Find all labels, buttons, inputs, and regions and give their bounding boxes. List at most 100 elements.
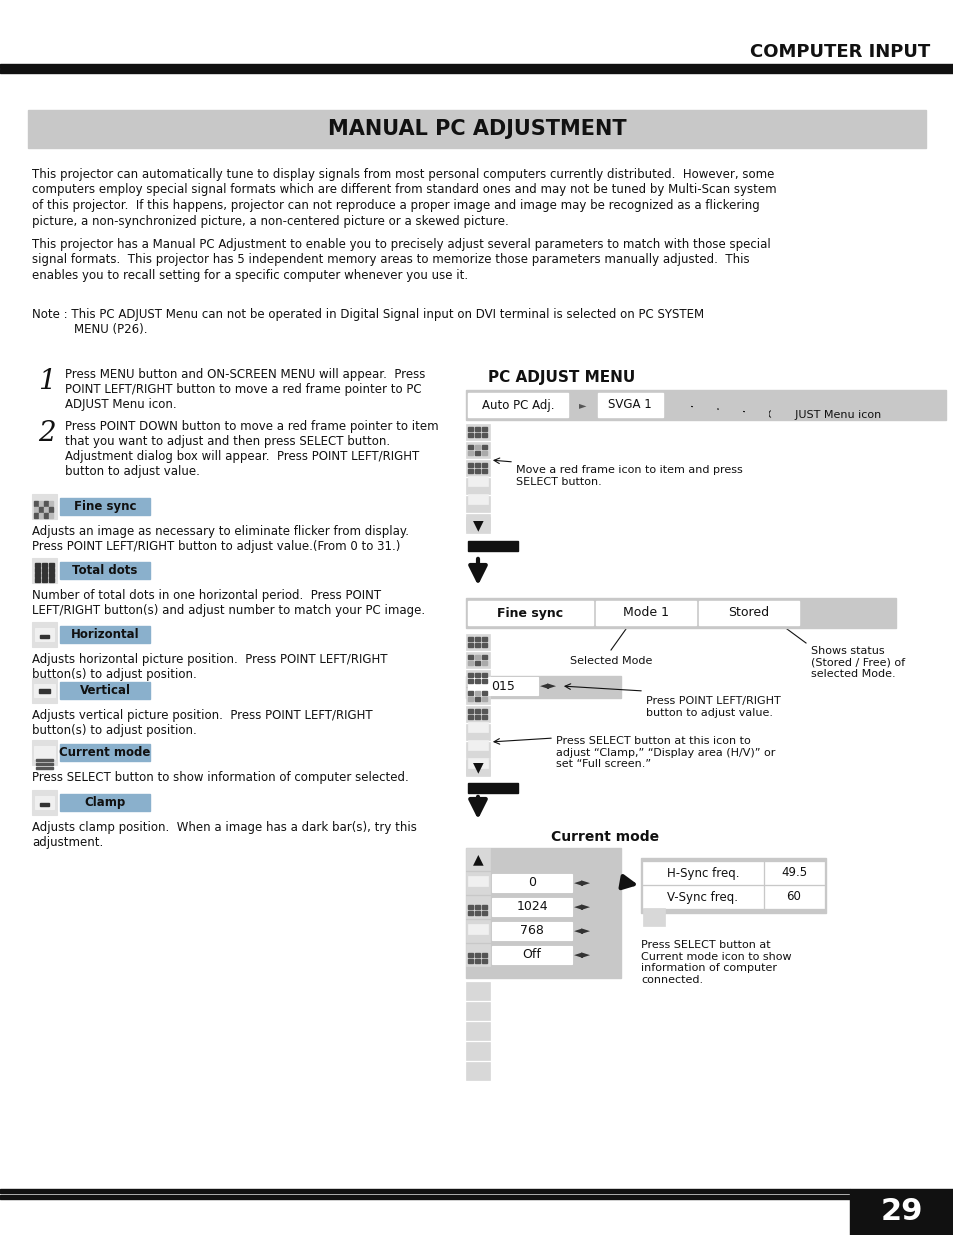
Bar xyxy=(475,679,479,683)
Bar xyxy=(642,908,664,926)
Text: button(s) to adjust position.: button(s) to adjust position. xyxy=(32,668,196,680)
Bar xyxy=(640,858,825,913)
Text: ◄►: ◄► xyxy=(539,680,557,692)
Bar xyxy=(60,626,150,643)
Bar xyxy=(468,445,473,450)
Text: 768: 768 xyxy=(519,925,543,937)
Text: POINT LEFT/RIGHT button to move a red frame pointer to PC: POINT LEFT/RIGHT button to move a red fr… xyxy=(65,383,421,396)
Text: ▼: ▼ xyxy=(472,517,483,532)
Bar xyxy=(465,496,490,513)
Bar xyxy=(465,424,490,440)
Bar xyxy=(468,433,473,437)
Text: Press POINT LEFT/RIGHT button to adjust value.(From 0 to 31.): Press POINT LEFT/RIGHT button to adjust … xyxy=(32,540,400,553)
Bar xyxy=(49,501,53,506)
Bar xyxy=(468,451,473,454)
Text: LEFT/RIGHT button(s) and adjust number to match your PC image.: LEFT/RIGHT button(s) and adjust number t… xyxy=(32,604,425,618)
Bar xyxy=(481,463,486,467)
Text: PC ADJUST Menu icon: PC ADJUST Menu icon xyxy=(760,410,881,420)
Text: Fine sync: Fine sync xyxy=(73,500,136,513)
Bar xyxy=(475,433,479,437)
Text: Clamp: Clamp xyxy=(84,797,126,809)
Bar xyxy=(465,517,490,534)
Bar xyxy=(49,508,53,513)
Text: enables you to recall setting for a specific computer whenever you use it.: enables you to recall setting for a spec… xyxy=(32,269,468,282)
Text: Adjusts an image as necessary to eliminate flicker from display.: Adjusts an image as necessary to elimina… xyxy=(32,525,409,538)
Bar xyxy=(465,442,490,458)
Bar xyxy=(49,578,54,582)
Bar xyxy=(32,494,57,519)
Text: ►: ► xyxy=(578,400,586,410)
Text: H-Sync freq.: H-Sync freq. xyxy=(666,867,739,879)
Bar xyxy=(60,794,150,811)
Text: This projector can automatically tune to display signals from most personal comp: This projector can automatically tune to… xyxy=(32,168,774,182)
Bar xyxy=(32,558,57,583)
Text: ▼: ▼ xyxy=(472,760,483,774)
Bar xyxy=(465,671,490,685)
Bar xyxy=(32,740,57,764)
Text: ◄►: ◄► xyxy=(574,926,590,936)
Bar xyxy=(39,513,43,517)
Bar xyxy=(744,393,767,417)
Text: MANUAL PC ADJUSTMENT: MANUAL PC ADJUSTMENT xyxy=(327,119,626,140)
Bar xyxy=(598,393,662,417)
Text: Mode 1: Mode 1 xyxy=(622,606,668,620)
Bar xyxy=(468,393,567,417)
Bar xyxy=(475,469,479,473)
Bar xyxy=(492,946,572,965)
Bar xyxy=(475,643,479,647)
Bar xyxy=(475,953,479,957)
Bar xyxy=(475,697,479,701)
Text: Current mode: Current mode xyxy=(551,830,659,844)
Bar xyxy=(60,498,150,515)
Bar xyxy=(481,905,486,909)
Bar xyxy=(468,709,473,713)
Bar xyxy=(0,64,953,68)
Text: ▲: ▲ xyxy=(472,852,483,866)
Bar xyxy=(0,69,953,73)
Bar xyxy=(60,743,150,761)
Bar xyxy=(481,679,486,683)
Bar xyxy=(0,1189,849,1193)
Bar xyxy=(475,463,479,467)
Bar xyxy=(468,475,488,487)
Text: button to adjust value.: button to adjust value. xyxy=(65,466,200,478)
Bar xyxy=(465,760,490,776)
Bar xyxy=(40,803,49,806)
Bar xyxy=(465,848,620,978)
Bar xyxy=(468,953,473,957)
Text: Press POINT DOWN button to move a red frame pointer to item: Press POINT DOWN button to move a red fr… xyxy=(65,420,438,433)
Bar xyxy=(481,469,486,473)
Bar xyxy=(465,459,490,475)
Text: 015: 015 xyxy=(491,679,515,693)
Bar xyxy=(475,911,479,915)
Bar xyxy=(468,469,473,473)
Bar xyxy=(481,715,486,719)
Bar xyxy=(699,601,799,625)
Text: 0: 0 xyxy=(527,877,536,889)
Bar xyxy=(492,874,572,892)
Text: MENU (P26).: MENU (P26). xyxy=(74,324,148,336)
Text: Press SELECT button to show information of computer selected.: Press SELECT button to show information … xyxy=(32,771,408,784)
Bar xyxy=(468,783,517,793)
Text: Adjusts vertical picture position.  Press POINT LEFT/RIGHT: Adjusts vertical picture position. Press… xyxy=(32,709,373,722)
Bar xyxy=(465,724,490,740)
Bar xyxy=(481,637,486,641)
Text: 49.5: 49.5 xyxy=(781,867,806,879)
Text: ◄►: ◄► xyxy=(574,902,590,911)
Bar xyxy=(465,514,490,530)
Bar xyxy=(465,920,490,942)
Text: 1: 1 xyxy=(38,368,55,395)
Bar xyxy=(481,661,486,664)
Bar xyxy=(34,513,38,517)
Bar xyxy=(481,451,486,454)
Bar xyxy=(481,433,486,437)
Bar xyxy=(40,635,49,638)
Bar xyxy=(0,1195,849,1199)
Text: Adjusts horizontal picture position.  Press POINT LEFT/RIGHT: Adjusts horizontal picture position. Pre… xyxy=(32,653,387,666)
Bar xyxy=(764,862,823,884)
Bar xyxy=(719,393,741,417)
Bar xyxy=(468,758,488,768)
Text: Press SELECT button at
Current mode icon to show
information of computer
connect: Press SELECT button at Current mode icon… xyxy=(640,940,791,984)
Bar xyxy=(60,682,150,699)
Bar xyxy=(36,767,53,769)
